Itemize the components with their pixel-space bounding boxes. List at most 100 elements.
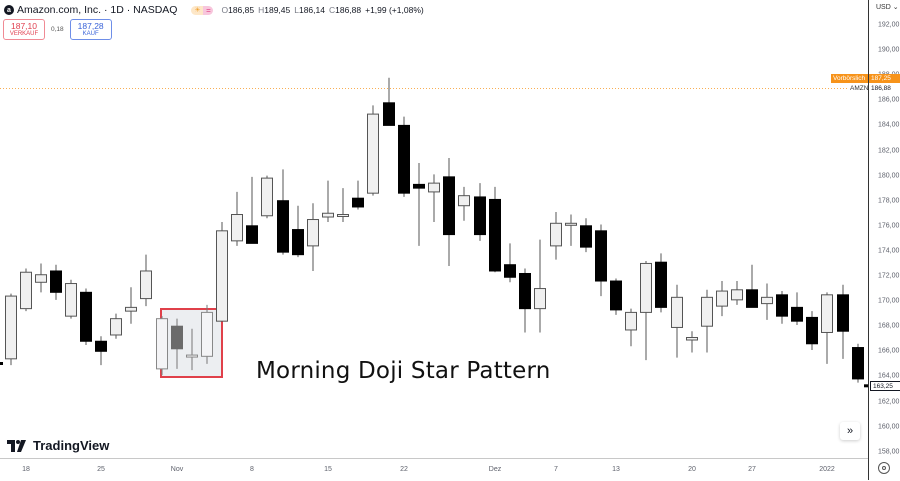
candle [504,243,516,283]
chart-plot-area[interactable] [0,0,868,458]
candle [716,281,728,317]
candle [277,169,289,255]
symbol-title[interactable]: Amazon.com, Inc. · 1D · NASDAQ [17,4,178,16]
close-label: C [328,5,336,15]
symbol-label: AMZN [850,85,869,92]
low-label: L [294,5,299,15]
buy-price: 187,28 [77,20,104,31]
high-value: 189,45 [264,5,291,15]
candle [367,105,379,196]
candle [246,176,258,244]
candle [474,183,486,241]
time-tick: 7 [554,466,558,473]
price-tick: 166,00 [878,347,900,355]
chart-header: a Amazon.com, Inc. · 1D · NASDAQ ☀ = O18… [0,0,424,20]
candle [443,158,455,266]
price-tick: 176,00 [878,222,900,230]
candle [458,186,470,221]
price-tick: 180,00 [878,172,900,180]
candle [565,214,577,246]
tradingview-mark-icon [7,439,26,452]
symbol-label-tag: AMZN [848,84,868,93]
buy-button[interactable]: 187,28 KAUF [69,19,112,40]
candle [701,289,713,353]
sell-button[interactable]: 187,10 VERKAUF [3,19,45,40]
spread-value: 0,18 [51,26,64,33]
candle [110,313,122,339]
tradingview-wordmark: TradingView [33,438,110,453]
amazon-logo-icon: a [4,5,14,15]
time-tick: 25 [97,466,105,473]
candle [140,254,152,307]
candle [307,203,319,271]
price-tick: 182,00 [878,147,900,154]
candle [731,281,743,305]
price-tick: 190,00 [878,46,900,54]
time-tick: 2022 [819,466,835,473]
candle [655,253,667,313]
candle [261,175,273,219]
currency-selector[interactable]: USD ⌄ [876,4,899,11]
time-tick: 15 [324,466,332,473]
scroll-to-realtime-button[interactable]: » [840,422,860,440]
time-axis[interactable]: 18 25 Nov 8 15 22 Dez 7 13 20 27 2022 [0,458,868,481]
candle [171,318,183,369]
candle [95,336,107,366]
tradingview-logo[interactable]: TradingView [7,438,109,453]
premarket-price: 187,25 [871,75,891,82]
candle [776,291,788,324]
price-tick: 186,00 [878,96,900,104]
candle [201,304,213,364]
candle [852,343,864,383]
high-label: H [258,5,265,15]
candle [322,180,334,223]
candle [50,264,62,300]
candle [398,116,410,197]
trade-panel: 187,10 VERKAUF 0,18 187,28 KAUF [3,19,112,40]
candle [413,163,425,246]
ohlc-values: O186,85 H189,45 L186,14 C186,88 +1,99 (+… [221,5,423,15]
candle [125,287,137,324]
candle [292,205,304,258]
time-tick: 8 [250,466,254,473]
time-tick: Dez [488,466,502,473]
buy-label: KAUF [82,30,99,37]
price-tick: 160,00 [878,423,900,431]
candle [352,180,364,210]
last-price-marker [864,384,868,388]
status-badges[interactable]: ☀ = [191,5,214,15]
symbol-price: 186,88 [871,85,891,92]
open-label: O [221,5,229,15]
price-tick: 158,00 [878,448,900,456]
price-tick: 192,00 [878,21,900,29]
last-price: 163,25 [873,382,893,390]
candle [231,191,243,246]
candle [686,331,698,353]
candle [80,288,92,346]
price-tick: 184,00 [878,121,900,129]
candle [625,308,637,347]
candle [428,174,440,223]
candle [791,292,803,325]
sun-icon: ☀ [191,5,204,15]
candle [337,188,349,223]
sell-price: 187,10 [11,20,37,31]
premarket-label: Vorbörslich [833,75,866,82]
last-price-tag: 163,25 [870,381,900,391]
candle [821,292,833,364]
symbol-price-tag: 186,88 [869,84,900,93]
candle [640,260,652,361]
candlestick-chart[interactable] [0,0,868,458]
candle [595,224,607,297]
price-axis[interactable]: 192,00190,00188,00186,00184,00182,00180,… [868,0,900,480]
price-tick: 172,00 [878,272,900,280]
price-tick: 162,00 [878,398,900,405]
candle [746,264,758,308]
candle [519,268,531,333]
candle [534,239,546,333]
change-value: +1,99 (+1,08%) [365,5,424,15]
time-tick: 27 [748,466,756,473]
settings-icon[interactable] [878,462,890,474]
price-tick: 168,00 [878,322,900,330]
sell-label: VERKAUF [9,30,39,37]
